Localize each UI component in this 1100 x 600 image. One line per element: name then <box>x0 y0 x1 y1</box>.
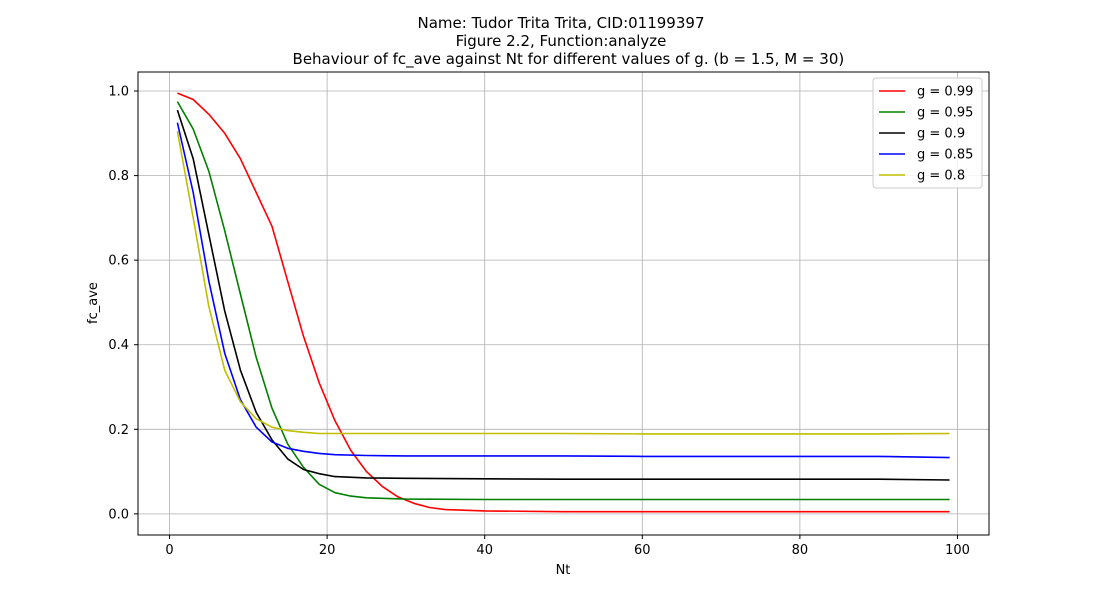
series-line <box>177 92 950 513</box>
legend-entry-label: g = 0.8 <box>917 169 965 184</box>
chart-title-line-1: Name: Tudor Trita Trita, CID:01199397 <box>418 14 705 32</box>
x-tick-label: 100 <box>945 543 970 558</box>
legend: g = 0.99 g = 0.95 g = 0.9 g = 0.85 g = 0.8 <box>872 77 983 189</box>
series-line <box>176 109 950 481</box>
plot-area-frame <box>137 71 990 536</box>
chart-title-line-2: Figure 2.2, Function:analyze <box>456 32 667 50</box>
legend-entry-label: g = 0.85 <box>917 148 973 163</box>
x-axis-label: Nt <box>556 563 571 578</box>
y-tick-label: 0.6 <box>108 254 129 269</box>
chart-title-line-3: Behaviour of fc_ave against Nt for diffe… <box>288 50 844 69</box>
series-line <box>176 101 950 501</box>
x-tick-label: 20 <box>319 543 336 558</box>
series-line <box>176 122 950 459</box>
x-tick-label: 80 <box>792 543 809 558</box>
legend-entry-label: g = 0.9 <box>917 127 965 142</box>
legend-entry-label: g = 0.99 <box>917 85 973 100</box>
y-axis-label: fc_ave <box>86 282 101 324</box>
series-line <box>176 131 950 435</box>
y-tick-label: 0.2 <box>108 423 129 438</box>
x-tick-label: 40 <box>476 543 493 558</box>
x-tick-label: 0 <box>165 543 173 558</box>
y-tick-label: 1.0 <box>108 85 129 100</box>
legend-entry-label: g = 0.95 <box>917 106 973 121</box>
data-series <box>176 92 950 513</box>
y-tick-label: 0.0 <box>108 507 129 522</box>
y-tick-label: 0.4 <box>108 338 129 353</box>
axis-ticks: 0 20 40 60 80 100 0.0 0.2 0.4 0.6 0.8 1.0 <box>108 85 970 558</box>
y-tick-label: 0.8 <box>108 169 129 184</box>
legend-box <box>872 77 983 189</box>
x-tick-label: 60 <box>634 543 651 558</box>
